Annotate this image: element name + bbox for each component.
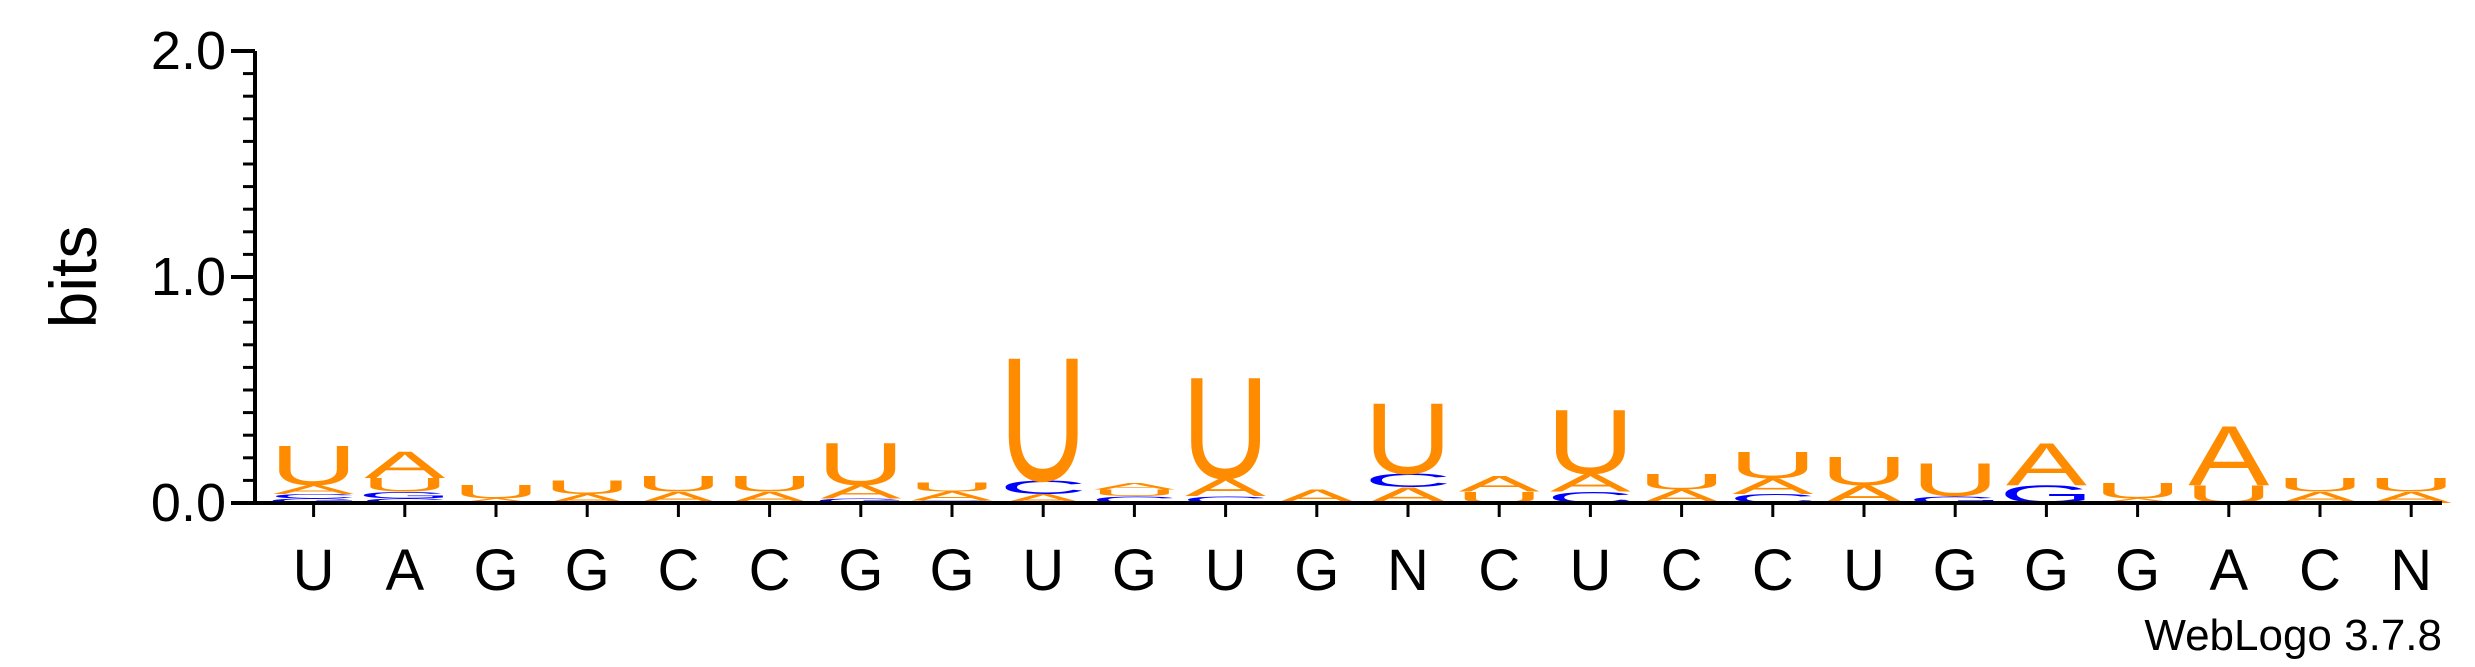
logo-letter-C: C bbox=[999, 477, 1087, 498]
logo-letter-A: A bbox=[820, 481, 901, 502]
x-tick-label: U bbox=[293, 538, 335, 603]
x-tick-label: G bbox=[1112, 538, 1157, 603]
logo-letter-C: C bbox=[1091, 495, 1179, 506]
y-axis-label: bits bbox=[36, 226, 110, 329]
x-tick-label: U bbox=[1569, 538, 1611, 603]
x-tick-label: G bbox=[473, 538, 518, 603]
x-tick-label: C bbox=[1478, 538, 1520, 603]
logo-letter-U: U bbox=[908, 480, 996, 494]
x-tick-label: G bbox=[838, 538, 883, 603]
x-tick-label: C bbox=[2299, 538, 2341, 603]
logo-letter-U: U bbox=[635, 472, 723, 497]
y-tick-label-0: 0.0 bbox=[151, 473, 226, 533]
x-tick-label: A bbox=[385, 538, 424, 603]
x-tick-label: G bbox=[2115, 538, 2160, 603]
logo-letter-U: U bbox=[543, 477, 631, 498]
logo-letter-C: C bbox=[270, 493, 358, 500]
x-tick-label: G bbox=[1294, 538, 1339, 603]
logo-letter-A: A bbox=[1550, 469, 1632, 497]
logo-letter-C: C bbox=[1182, 495, 1270, 506]
x-tick-label: A bbox=[2209, 538, 2248, 603]
logo-letter-U: U bbox=[1638, 470, 1726, 495]
logo-letter-A: A bbox=[2097, 497, 2179, 504]
logo-letter-U: U bbox=[1911, 454, 1999, 507]
logo-letter-A: A bbox=[273, 483, 355, 497]
logo-letter-G: G bbox=[1908, 495, 2002, 506]
logo-letter-U: U bbox=[1547, 391, 1635, 493]
logo-letter-G: G bbox=[814, 497, 908, 504]
logo-letter-U: U bbox=[361, 475, 449, 496]
logo-letter-U: U bbox=[1729, 444, 1817, 486]
logo-letters: GCAUCGUAAUAUAUAUGAUGAUACUCUACAUAACUUACAU… bbox=[266, 322, 2455, 519]
x-tick-label: U bbox=[1022, 538, 1064, 603]
logo-letter-U: U bbox=[726, 472, 814, 497]
logo-letter-A: A bbox=[364, 444, 445, 486]
logo-letter-C: C bbox=[1364, 470, 1452, 491]
logo-letter-U: U bbox=[1820, 448, 1908, 494]
x-tick-label: U bbox=[1843, 538, 1885, 603]
x-tick-label: N bbox=[1387, 538, 1429, 603]
x-tick-label: C bbox=[749, 538, 791, 603]
x-tick-label: G bbox=[1933, 538, 1978, 603]
x-tick-label: G bbox=[2024, 538, 2069, 603]
logo-letter-U: U bbox=[2367, 475, 2455, 496]
weblogo-credit: WebLogo 3.7.8 bbox=[2144, 611, 2442, 660]
logo-letter-A: A bbox=[1094, 481, 1176, 492]
logo-letter-A: A bbox=[2006, 431, 2087, 498]
y-minor-ticks bbox=[243, 72, 255, 482]
logo-letter-U: U bbox=[2094, 479, 2182, 504]
logo-letter-U: U bbox=[270, 434, 358, 498]
logo-letter-A: A bbox=[1459, 472, 1540, 497]
logo-letter-U: U bbox=[999, 322, 1087, 519]
y-tick-label-2: 2.0 bbox=[151, 21, 226, 81]
y-tick-label-1: 1.0 bbox=[151, 247, 226, 307]
logo-letter-A: A bbox=[1185, 473, 1267, 501]
x-tick-label: G bbox=[565, 538, 610, 603]
logo-letter-C: C bbox=[361, 497, 449, 504]
logo-letter-A: A bbox=[456, 497, 538, 504]
logo-letter-A: A bbox=[1732, 474, 1813, 499]
logo-letter-G: G bbox=[266, 497, 360, 504]
logo-letter-U: U bbox=[1182, 348, 1270, 510]
x-tick-label: U bbox=[1205, 538, 1247, 603]
logo-letter-A: A bbox=[912, 489, 994, 503]
logo-letter-U: U bbox=[817, 431, 905, 498]
logo-letter-U: U bbox=[1091, 488, 1179, 499]
logo-letter-U: U bbox=[1364, 382, 1452, 495]
logo-letter-G: G bbox=[358, 490, 452, 501]
logo-letter-U: U bbox=[2276, 475, 2364, 496]
logo-letter-A: A bbox=[2188, 408, 2269, 503]
x-tick-label: C bbox=[1752, 538, 1794, 603]
x-tick-label: C bbox=[1661, 538, 1703, 603]
x-tick-label: C bbox=[657, 538, 699, 603]
x-tick-label: N bbox=[2390, 538, 2432, 603]
logo-letter-U: U bbox=[452, 481, 540, 502]
x-tick-label: G bbox=[929, 538, 974, 603]
